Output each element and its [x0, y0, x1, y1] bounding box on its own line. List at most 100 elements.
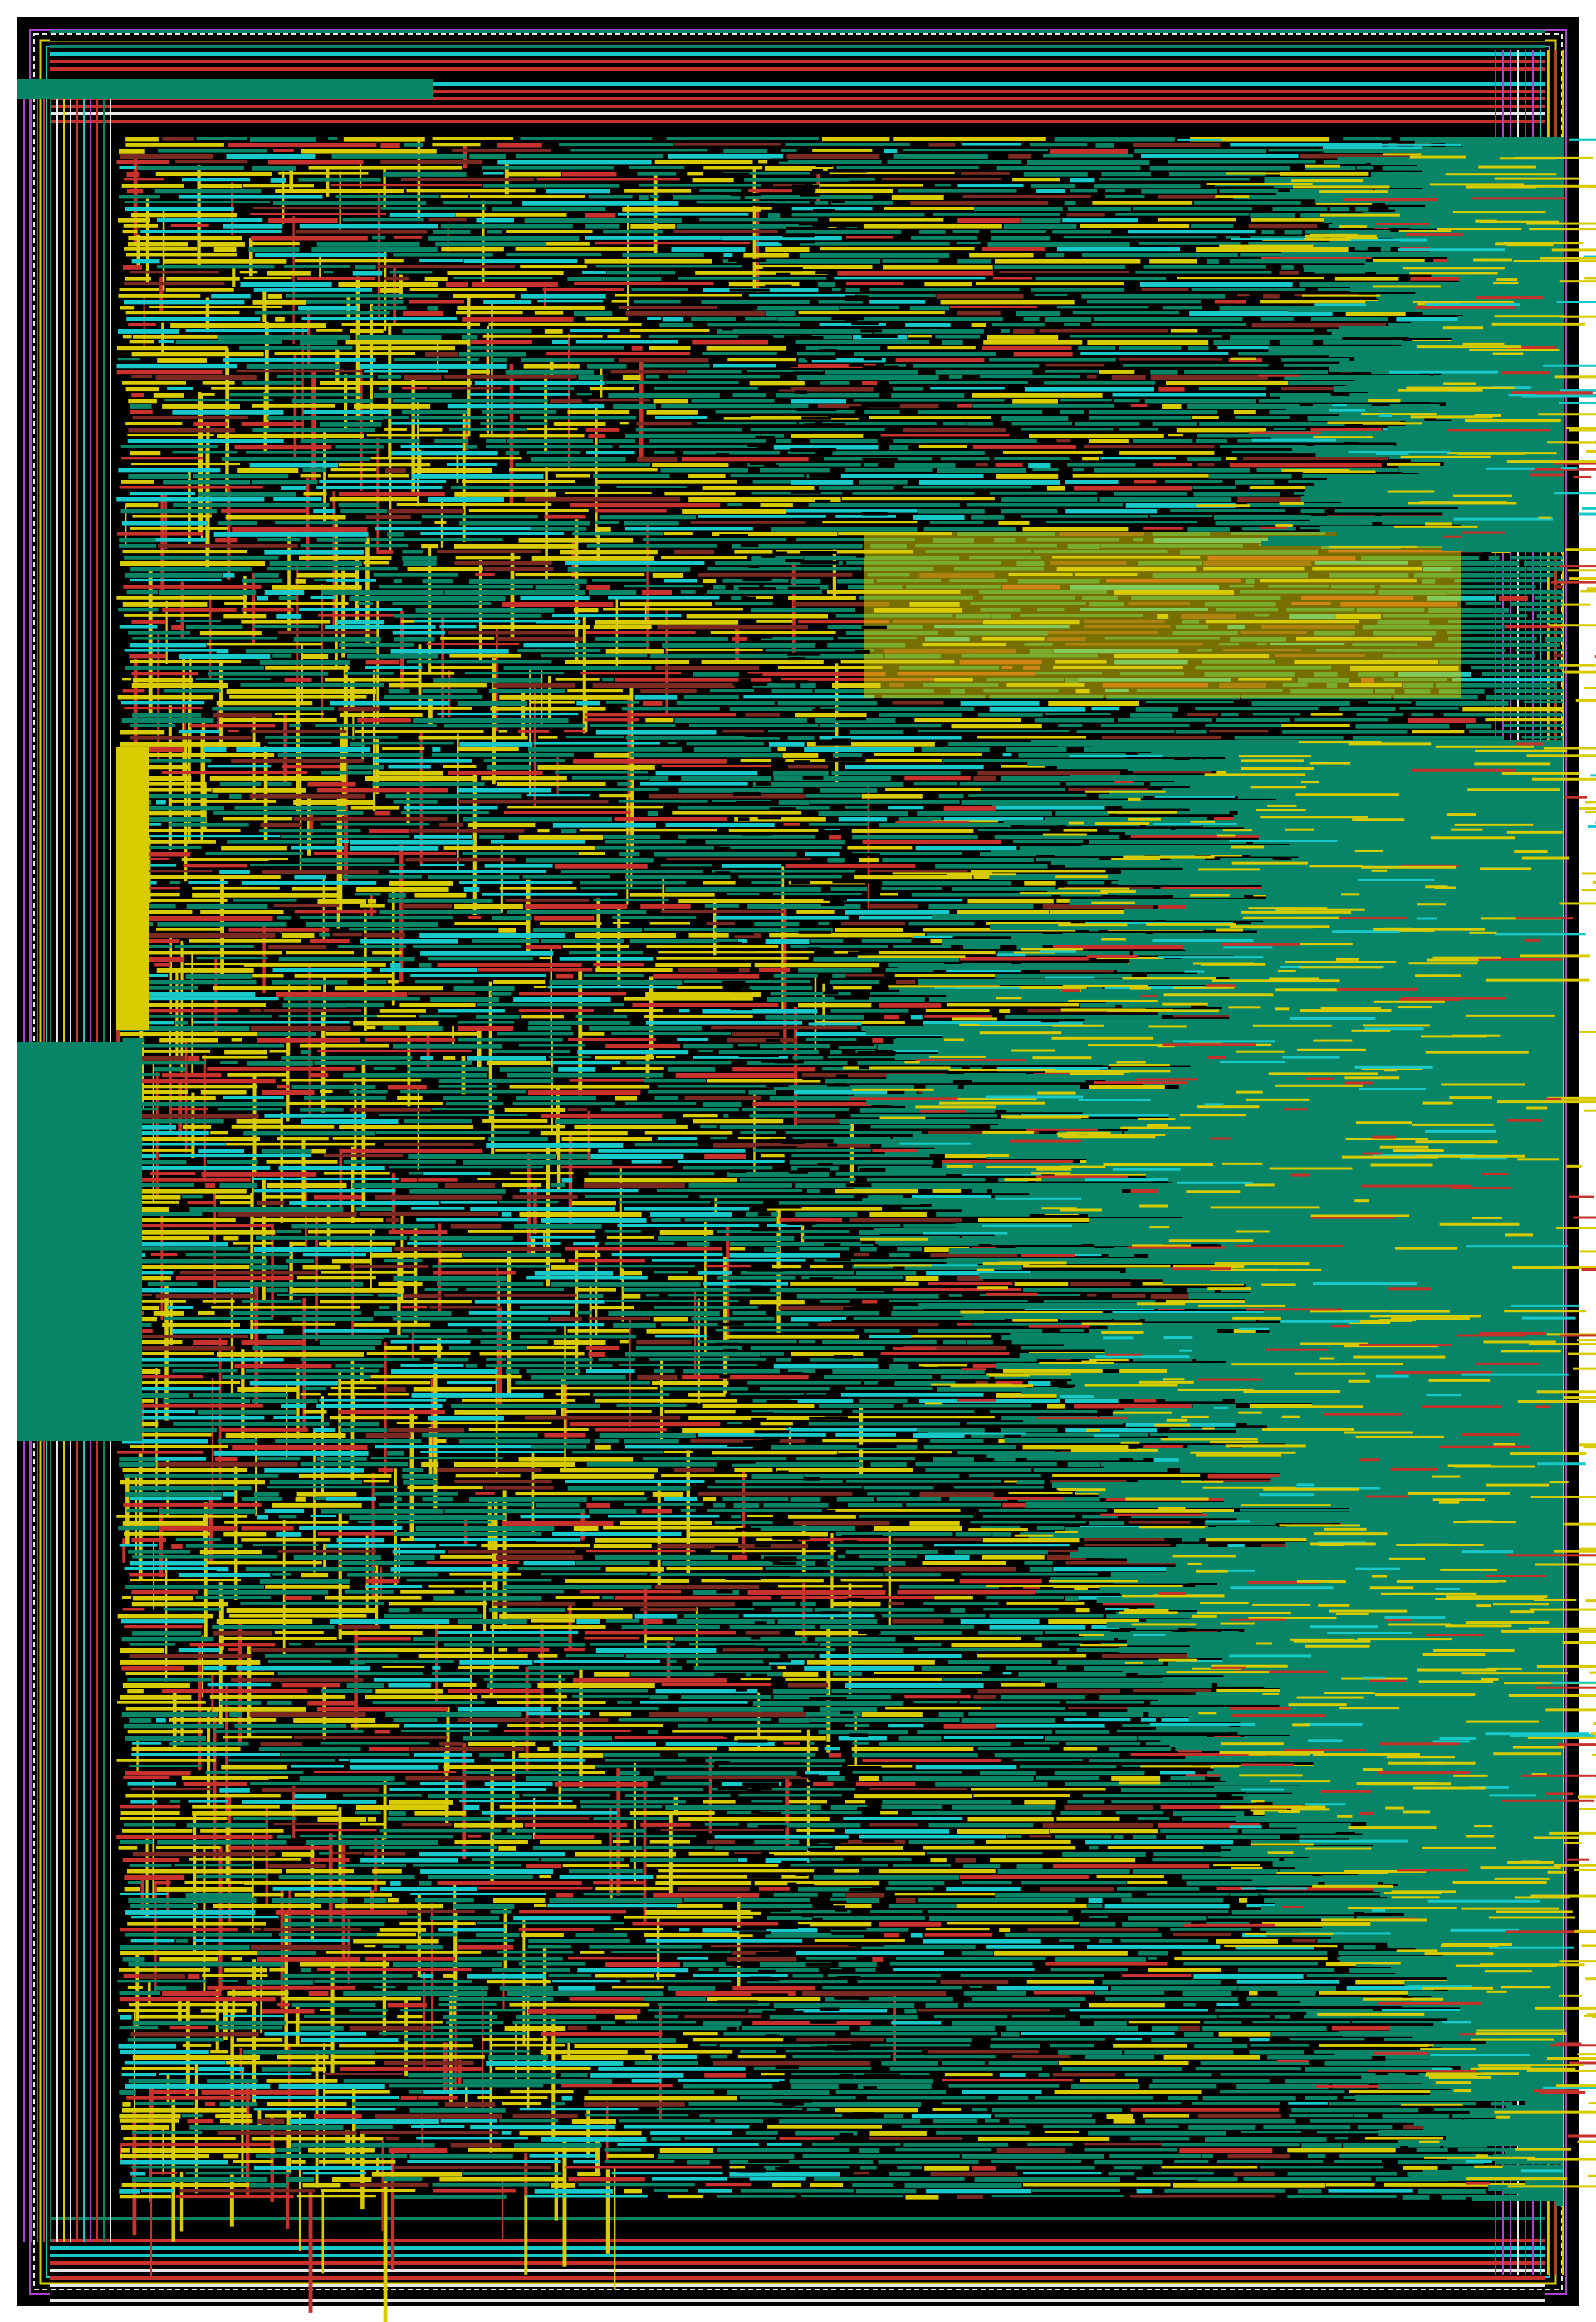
metal-wire	[132, 1596, 193, 1601]
metal-wire	[969, 1067, 982, 1070]
metal-wire	[838, 817, 887, 822]
metal-wire	[1553, 654, 1563, 658]
metal-wire	[365, 742, 454, 745]
metal-wire	[246, 364, 340, 369]
metal-wire	[1452, 678, 1563, 682]
metal-wire	[913, 782, 957, 786]
metal-wire	[1498, 596, 1528, 601]
metal-wire	[1152, 422, 1197, 426]
metal-wire	[787, 1369, 815, 1373]
metal-wire	[864, 463, 879, 467]
metal-wire	[777, 747, 786, 752]
metal-wire	[974, 207, 1063, 212]
metal-wire	[755, 265, 873, 269]
metal-wire	[1012, 399, 1058, 404]
metal-wire	[175, 1538, 221, 1541]
metal-wire	[371, 1253, 463, 1258]
metal-wire	[662, 317, 683, 322]
metal-wire	[385, 1387, 406, 1392]
metal-wire	[948, 1294, 962, 1297]
metal-wire	[885, 788, 982, 791]
metal-wire	[431, 753, 574, 757]
metal-wire	[156, 218, 263, 223]
metal-wire	[383, 1143, 474, 1146]
metal-wire	[193, 474, 289, 479]
metal-wire	[575, 1015, 628, 1019]
metal-wire	[453, 1462, 575, 1467]
metal-wire	[1158, 387, 1185, 392]
metal-wire	[673, 195, 741, 200]
metal-wire	[505, 451, 520, 455]
metal-wire	[665, 887, 821, 892]
metal-wire	[541, 1573, 648, 1576]
metal-wire	[1021, 515, 1149, 518]
metal-wire	[678, 899, 830, 904]
metal-wire	[585, 1195, 689, 1198]
via-track	[515, 2021, 517, 2084]
metal-wire	[650, 195, 659, 199]
metal-wire	[805, 1038, 857, 1041]
metal-wire	[132, 933, 276, 938]
metal-wire	[1080, 224, 1190, 228]
metal-wire	[393, 1497, 402, 1502]
metal-wire	[755, 306, 840, 311]
metal-wire	[257, 1201, 285, 1206]
metal-wire	[124, 1474, 279, 1478]
metal-wire	[468, 393, 570, 396]
metal-wire	[353, 404, 431, 409]
metal-wire	[515, 573, 645, 577]
metal-wire	[1012, 178, 1060, 182]
metal-wire	[1193, 201, 1301, 205]
power-rail	[50, 112, 1545, 115]
metal-wire	[1001, 509, 1058, 514]
metal-wire	[683, 1044, 733, 1049]
metal-wire	[1251, 323, 1386, 328]
metal-wire	[889, 1300, 1028, 1303]
metal-wire	[926, 933, 1043, 937]
metal-wire	[645, 718, 674, 723]
metal-wire	[414, 893, 467, 898]
metal-wire	[116, 1416, 265, 1420]
metal-wire	[409, 300, 464, 304]
metal-wire	[621, 707, 720, 711]
metal-wire	[129, 271, 219, 274]
metal-wire	[935, 335, 981, 339]
metal-wire	[1165, 1399, 1223, 1402]
metal-wire	[482, 166, 614, 170]
metal-wire	[654, 1271, 688, 1274]
metal-wire	[1168, 160, 1316, 164]
metal-wire	[318, 614, 394, 617]
via-track	[308, 1062, 311, 1117]
metal-wire	[400, 1090, 526, 1094]
metal-wire	[524, 497, 681, 502]
metal-wire	[462, 1399, 575, 1402]
metal-wire	[1058, 724, 1083, 727]
metal-wire	[1447, 590, 1563, 595]
metal-wire	[345, 1003, 385, 1008]
metal-wire	[1199, 422, 1345, 426]
metal-wire	[799, 1247, 849, 1251]
metal-wire	[1084, 1544, 1171, 1547]
metal-wire	[365, 1579, 399, 1584]
metal-wire	[995, 463, 1023, 467]
metal-wire	[124, 1532, 210, 1536]
metal-wire	[634, 1614, 678, 1619]
metal-wire	[130, 213, 237, 218]
via-track	[166, 2074, 170, 2104]
metal-wire	[430, 997, 500, 1002]
metal-wire	[773, 445, 879, 450]
metal-wire	[674, 143, 781, 146]
metal-wire	[1013, 329, 1035, 334]
metal-wire	[676, 986, 723, 989]
metal-wire	[234, 1364, 332, 1369]
metal-wire	[121, 747, 185, 752]
metal-wire	[185, 1544, 243, 1548]
metal-wire	[1021, 1433, 1149, 1437]
metal-wire	[555, 678, 600, 681]
metal-wire	[715, 561, 843, 566]
metal-wire	[713, 1503, 726, 1508]
metal-wire	[1020, 218, 1061, 223]
metal-wire	[121, 1439, 208, 1444]
metal-wire	[426, 1561, 519, 1565]
metal-wire	[1315, 201, 1373, 205]
